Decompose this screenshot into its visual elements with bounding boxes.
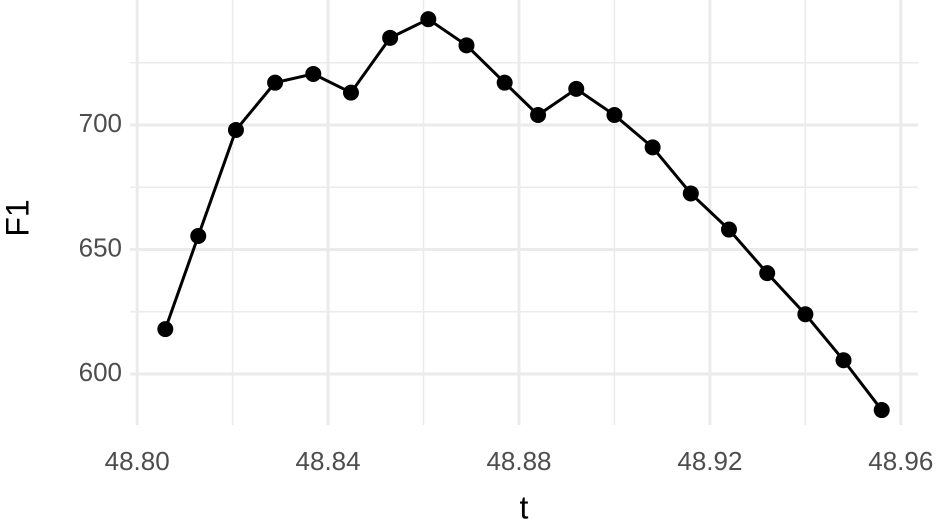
- x-tick-label: 48.88: [486, 446, 551, 476]
- point: [227, 121, 244, 138]
- x-tick-label: 48.96: [868, 446, 933, 476]
- point: [420, 11, 437, 28]
- point: [835, 352, 852, 369]
- point: [382, 29, 399, 46]
- point: [305, 65, 322, 82]
- point: [342, 84, 359, 101]
- point: [190, 228, 207, 245]
- point: [720, 221, 737, 238]
- point: [530, 107, 547, 124]
- x-tick-label: 48.84: [296, 446, 361, 476]
- point: [759, 265, 776, 282]
- x-axis-title: t: [520, 489, 529, 525]
- point: [267, 74, 284, 91]
- point: [496, 74, 513, 91]
- y-tick-label: 600: [79, 357, 122, 387]
- y-axis-title: F1: [0, 199, 35, 236]
- x-tick-label: 48.80: [105, 446, 170, 476]
- point: [644, 139, 661, 156]
- point: [873, 402, 890, 419]
- point: [458, 37, 475, 54]
- point: [682, 185, 699, 202]
- point: [606, 107, 623, 124]
- point: [797, 306, 814, 323]
- y-tick-label: 700: [79, 108, 122, 138]
- point: [568, 80, 585, 97]
- y-tick-label: 650: [79, 232, 122, 262]
- x-tick-label: 48.92: [677, 446, 742, 476]
- point: [157, 321, 174, 338]
